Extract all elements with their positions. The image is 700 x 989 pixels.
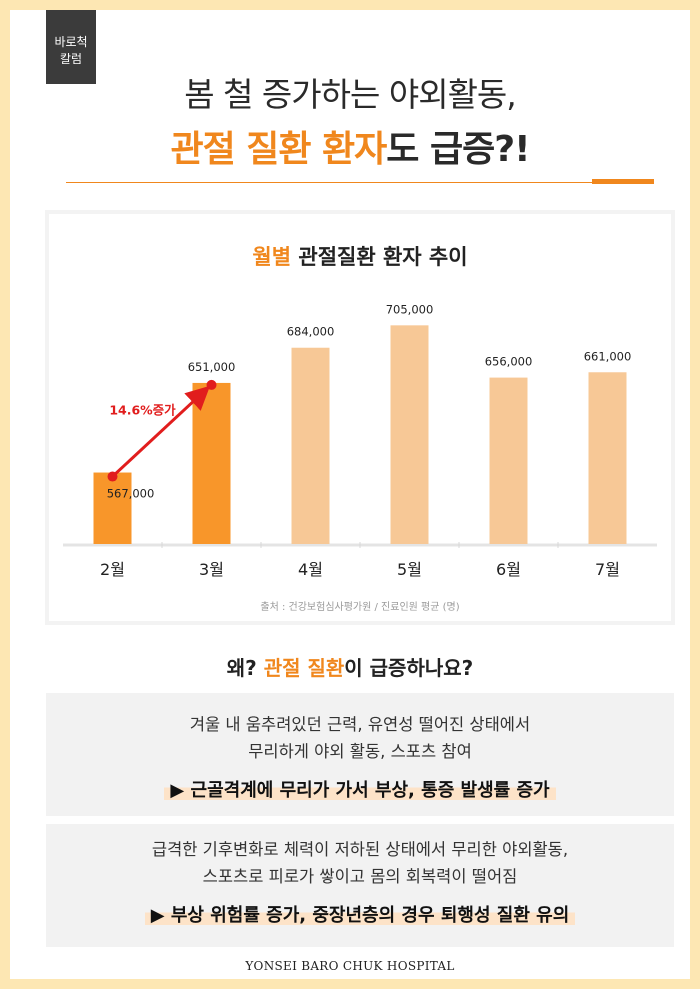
chart-title-rest: 관절질환 환자 추이 (291, 245, 468, 269)
increase-annotation: 14.6%증가 (109, 403, 176, 418)
headline-accent: 관절 질환 환자 (170, 129, 388, 170)
question-accent: 관절 질환 (263, 656, 345, 680)
bar-3 (291, 347, 330, 544)
headline-line2: 관절 질환 환자도 급증?! (10, 120, 690, 172)
bar-2 (192, 382, 231, 544)
reason-1-conclusion: ▶ 근골격계에 무리가 가서 부상, 통증 발생률 증가 (164, 776, 556, 802)
question-post: 이 급증하나요? (344, 656, 474, 680)
headline-divider (66, 182, 654, 183)
reason-1-line1: 겨울 내 움추려있던 근력, 유연성 떨어진 상태에서 (189, 715, 531, 734)
bar-4 (390, 325, 429, 544)
chart-title-accent: 월별 (252, 245, 292, 269)
chart-title: 월별 관절질환 환자 추이 (49, 241, 671, 271)
headline-line1: 봄 철 증가하는 야외활동, (184, 75, 517, 114)
x-tick-label: 2월 (100, 560, 125, 579)
reason-2-conclusion: ▶ 부상 위험률 증가, 중장년층의 경우 퇴행성 질환 유의 (144, 901, 576, 927)
column-badge: 바로척 칼럼 (46, 10, 96, 84)
bar-5 (489, 377, 528, 544)
bar-6 (588, 372, 627, 544)
poster-page: 바로척 칼럼 봄 철 증가하는 야외활동, 관절 질환 환자도 급증?! 월별 … (10, 10, 690, 979)
question-pre: 왜? (226, 656, 264, 680)
question-heading: 왜? 관절 질환이 급증하나요? (10, 652, 690, 681)
data-label: 705,000 (386, 302, 434, 316)
increase-arrow (111, 385, 211, 478)
reason-1-line2: 무리하게 야외 활동, 스포츠 참여 (248, 742, 472, 761)
reason-2-line2: 스포츠로 피로가 쌓이고 몸의 회복력이 떨어짐 (202, 867, 518, 886)
x-tick-label: 5월 (397, 560, 422, 579)
x-tick-label: 3월 (199, 560, 224, 579)
chart-panel: 월별 관절질환 환자 추이 2월 567,000 3월 651,000 4월 684,00… (45, 210, 675, 625)
chart-source: 출처 : 건강보험심사평가원 / 진료인원 평균 (명) (260, 602, 460, 613)
data-label: 684,000 (287, 325, 335, 339)
headline-divider-accent (592, 179, 654, 184)
data-label: 661,000 (584, 349, 632, 363)
badge-line2: 칼럼 (59, 52, 83, 66)
data-label: 651,000 (188, 360, 236, 374)
bar-1 (93, 472, 132, 544)
hospital-footer: YONSEI BARO CHUK HOSPITAL (245, 959, 455, 973)
reason-2-line1: 급격한 기후변화로 체력이 저하된 상태에서 무리한 야외활동, (151, 840, 569, 859)
headline-rest: 도 급증?! (386, 129, 530, 170)
arrow-start-dot (107, 471, 118, 482)
x-tick-label: 7월 (595, 560, 620, 579)
bar-chart: 2월 567,000 3월 651,000 4월 684,000 5월 705,000 6월 65… (63, 302, 657, 579)
data-label: 567,000 (107, 487, 155, 501)
badge-line1: 바로척 (54, 35, 88, 49)
arrow-end-dot (206, 379, 217, 390)
reason-card-1: 겨울 내 움추려있던 근력, 유연성 떨어진 상태에서 무리하게 야외 활동, … (46, 693, 674, 816)
x-tick-label: 4월 (298, 560, 323, 579)
x-tick-label: 6월 (496, 560, 521, 579)
data-label: 656,000 (485, 355, 533, 369)
reason-card-2: 급격한 기후변화로 체력이 저하된 상태에서 무리한 야외활동, 스포츠로 피로… (46, 824, 674, 947)
